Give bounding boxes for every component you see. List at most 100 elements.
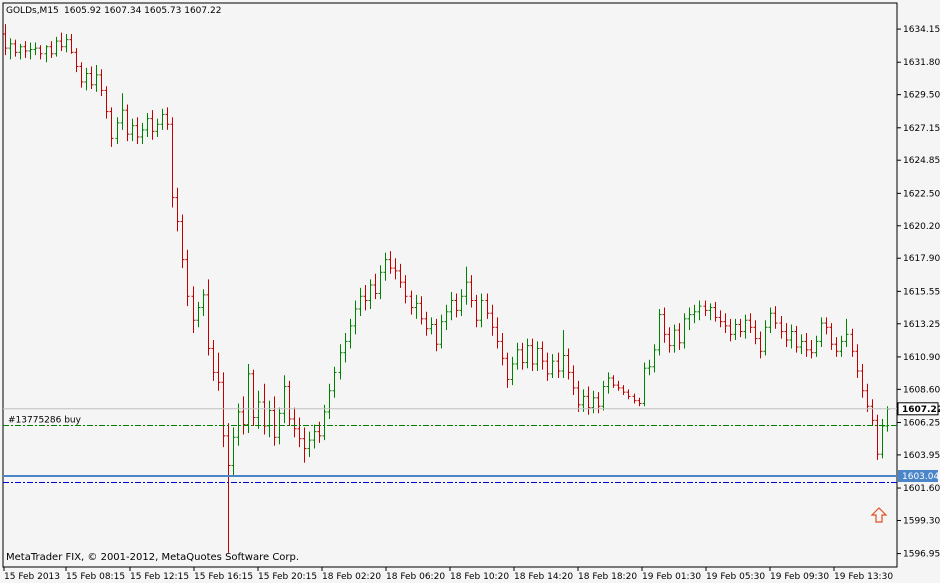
candle bbox=[535, 341, 540, 372]
candle bbox=[586, 386, 591, 415]
plot-area[interactable] bbox=[2, 2, 898, 568]
candle bbox=[753, 320, 758, 345]
y-tick-label: 1624.85 bbox=[903, 156, 940, 166]
y-tick-label: 1617.90 bbox=[903, 254, 940, 264]
candle bbox=[875, 414, 880, 460]
candle bbox=[175, 187, 180, 232]
candle bbox=[393, 258, 398, 280]
candle bbox=[378, 265, 383, 300]
candle bbox=[130, 118, 135, 142]
y-tick-label: 1610.90 bbox=[903, 353, 940, 363]
candle bbox=[677, 323, 682, 350]
candle bbox=[338, 344, 343, 380]
candle bbox=[155, 118, 160, 137]
current-price-marker bbox=[897, 402, 939, 416]
candle bbox=[601, 380, 606, 411]
candle bbox=[140, 122, 145, 144]
candle bbox=[120, 93, 125, 130]
candle bbox=[74, 48, 79, 73]
candle bbox=[469, 275, 474, 308]
candle bbox=[804, 332, 809, 357]
candle bbox=[490, 304, 495, 336]
level-price-marker bbox=[898, 470, 938, 482]
x-tick-label: 15 Feb 16:15 bbox=[194, 572, 253, 582]
y-tick-label: 1631.80 bbox=[903, 58, 940, 68]
candle bbox=[505, 352, 510, 388]
candle bbox=[626, 389, 631, 400]
candle bbox=[160, 108, 165, 130]
candle bbox=[510, 356, 515, 386]
candle bbox=[23, 41, 28, 58]
candle bbox=[196, 301, 201, 328]
candle bbox=[109, 107, 114, 147]
candle bbox=[495, 317, 500, 349]
y-tick-label: 1606.25 bbox=[903, 418, 940, 428]
candle bbox=[383, 252, 388, 281]
candle bbox=[860, 363, 865, 398]
candle bbox=[409, 290, 414, 315]
x-tick-label: 19 Feb 01:30 bbox=[642, 572, 701, 582]
candle bbox=[251, 369, 256, 426]
y-tick-label: 1615.55 bbox=[903, 287, 940, 297]
candle bbox=[763, 320, 768, 356]
candle bbox=[211, 339, 216, 381]
candle bbox=[834, 337, 839, 357]
price-scale: 1634.15 1631.80 1629.50 1627.15 1624.85 1622.… bbox=[897, 25, 940, 560]
candle bbox=[272, 396, 277, 446]
candle bbox=[84, 67, 89, 91]
candle bbox=[226, 423, 231, 553]
candle bbox=[424, 311, 429, 336]
candle bbox=[99, 69, 104, 97]
candle bbox=[738, 318, 743, 338]
candle bbox=[829, 323, 834, 350]
x-tick-label: 18 Feb 14:20 bbox=[514, 572, 573, 582]
x-tick-label: 19 Feb 05:30 bbox=[706, 572, 765, 582]
candle bbox=[206, 279, 211, 356]
candle bbox=[414, 294, 419, 319]
candle bbox=[216, 352, 221, 391]
candle bbox=[104, 86, 109, 119]
candle bbox=[611, 375, 616, 388]
candle bbox=[165, 107, 170, 130]
candle bbox=[855, 344, 860, 379]
y-tick-label: 1634.15 bbox=[903, 25, 940, 35]
x-tick-label: 15 Feb 2013 bbox=[4, 572, 60, 582]
candle bbox=[231, 427, 236, 476]
candle bbox=[525, 338, 530, 369]
candle bbox=[449, 292, 454, 321]
candle bbox=[307, 431, 312, 458]
candle bbox=[520, 342, 525, 370]
x-tick-label: 15 Feb 08:15 bbox=[66, 572, 125, 582]
x-tick-label: 15 Feb 12:15 bbox=[130, 572, 189, 582]
candle bbox=[768, 307, 773, 333]
candle bbox=[170, 117, 175, 208]
candle bbox=[697, 300, 702, 321]
candle bbox=[3, 24, 8, 56]
candle bbox=[38, 45, 43, 60]
overlays: #13775286 buy 1607.22 1603.04 bbox=[3, 402, 940, 523]
candle bbox=[728, 318, 733, 342]
candle bbox=[297, 417, 302, 448]
candle bbox=[89, 66, 94, 90]
candle bbox=[282, 375, 287, 424]
candle bbox=[748, 313, 753, 333]
x-tick-label: 19 Feb 13:30 bbox=[834, 572, 893, 582]
candle bbox=[865, 383, 870, 412]
candle bbox=[332, 366, 337, 398]
time-scale: 15 Feb 2013 15 Feb 08:15 15 Feb 12:15 15 Fe… bbox=[3, 567, 893, 582]
candle bbox=[18, 43, 23, 60]
candle bbox=[616, 380, 621, 391]
candle bbox=[540, 341, 545, 370]
candle bbox=[180, 214, 185, 269]
candle bbox=[327, 383, 332, 419]
candle bbox=[576, 380, 581, 412]
up-arrow-icon[interactable] bbox=[870, 507, 888, 523]
candle bbox=[246, 363, 251, 434]
candle bbox=[682, 313, 687, 349]
candle bbox=[368, 279, 373, 309]
candle bbox=[632, 393, 637, 404]
candle bbox=[566, 348, 571, 380]
candle bbox=[794, 325, 799, 353]
